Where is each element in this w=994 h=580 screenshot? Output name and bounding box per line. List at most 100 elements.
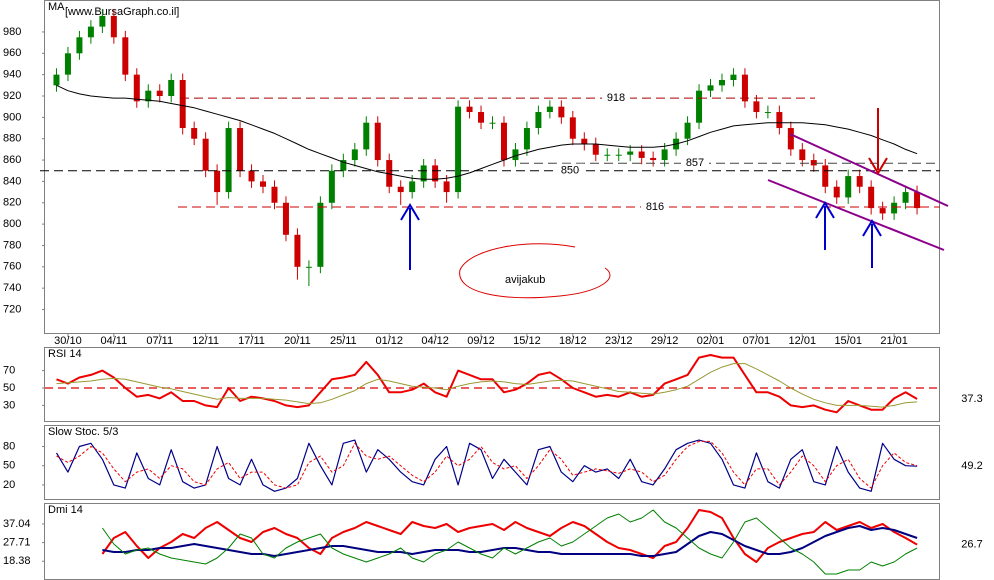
- candle-body: [879, 208, 886, 214]
- candle-body: [374, 122, 381, 161]
- y-tick-label: 70: [3, 365, 15, 377]
- rsi-panel: [44, 347, 940, 422]
- candle-body: [282, 202, 289, 235]
- x-tick-label: 12/01: [789, 335, 817, 347]
- candle-body: [455, 106, 462, 193]
- candle-body: [753, 101, 760, 113]
- candle-body: [202, 138, 209, 171]
- candle-body: [351, 149, 358, 161]
- arrow-head: [868, 157, 888, 175]
- candle-body: [168, 79, 175, 97]
- series-line: [56, 363, 918, 408]
- candle-body: [76, 37, 83, 54]
- candle-body: [856, 176, 863, 187]
- candle-body: [833, 186, 840, 198]
- candle-body: [191, 128, 198, 139]
- dmi-panel: [44, 503, 940, 580]
- candle-body: [420, 165, 427, 182]
- level-label: 918: [607, 92, 625, 104]
- series-line: [56, 440, 918, 489]
- price-panel: [44, 0, 940, 334]
- candle-body: [53, 74, 60, 86]
- candle-body: [558, 106, 565, 118]
- x-tick-label: 01/12: [375, 335, 403, 347]
- arrow-head: [400, 203, 420, 221]
- x-tick-label: 30/10: [54, 335, 82, 347]
- candle-body: [225, 128, 232, 193]
- candle-body: [535, 112, 542, 129]
- candle-body: [512, 149, 519, 161]
- level-label-bg: [602, 91, 630, 106]
- candle-body: [397, 186, 404, 193]
- candle-body: [822, 165, 829, 187]
- x-tick-label: 02/01: [697, 335, 725, 347]
- candle-body: [650, 157, 657, 161]
- x-tick-label: 23/12: [605, 335, 633, 347]
- candle-body: [707, 85, 714, 91]
- candle-body: [214, 170, 221, 193]
- x-tick-label: 29/12: [651, 335, 679, 347]
- level-label-bg: [641, 200, 669, 215]
- candle-body: [305, 266, 312, 268]
- x-tick-label: 04/12: [421, 335, 449, 347]
- y-tick-label: 940: [3, 69, 21, 81]
- panel-title: RSI 14: [48, 348, 82, 360]
- last-value-label: 37.3: [961, 393, 982, 405]
- panel-title: MA: [48, 1, 65, 13]
- candle-body: [133, 74, 140, 102]
- candle-body: [99, 15, 106, 27]
- candle-body: [260, 181, 267, 187]
- candle-body: [569, 117, 576, 139]
- x-tick-label: 09/12: [467, 335, 495, 347]
- candle-body: [179, 79, 186, 129]
- y-tick-label: 820: [3, 197, 21, 209]
- candle-body: [638, 151, 645, 158]
- candle-body: [248, 170, 255, 182]
- level-label: 816: [646, 201, 664, 213]
- x-tick-label: 12/11: [192, 335, 219, 347]
- candle-body: [718, 79, 725, 86]
- candle-body: [684, 122, 691, 139]
- candle-body: [363, 122, 370, 150]
- candle-body: [523, 128, 530, 150]
- y-tick-label: 780: [3, 239, 21, 251]
- candle-body: [615, 154, 622, 156]
- x-tick-label: 20/11: [284, 335, 311, 347]
- candle-body: [799, 149, 806, 161]
- candle-body: [237, 128, 244, 171]
- series-line: [102, 525, 918, 557]
- series-line: [101, 509, 918, 575]
- candle-body: [891, 202, 898, 214]
- candle-body: [489, 122, 496, 124]
- candle-body: [810, 160, 817, 166]
- candle-body: [696, 90, 703, 123]
- x-tick-label: 25/11: [330, 335, 357, 347]
- candle-body: [787, 128, 794, 150]
- y-tick-label: 800: [3, 218, 21, 230]
- candle-body: [478, 112, 485, 123]
- candle-body: [328, 170, 335, 203]
- level-label: 850: [561, 165, 579, 177]
- candle-body: [409, 181, 416, 193]
- arrow-head: [862, 219, 882, 237]
- candle-body: [122, 37, 129, 75]
- y-tick-label: 30: [3, 399, 15, 411]
- candle-body: [271, 186, 278, 203]
- last-value-label: 26.7: [961, 539, 982, 551]
- candle-body: [902, 192, 909, 203]
- candle-body: [581, 138, 588, 145]
- y-tick-label: 880: [3, 133, 21, 145]
- panel-title: Slow Stoc. 5/3: [48, 426, 118, 438]
- trend-line: [789, 133, 949, 207]
- candle-body: [868, 186, 875, 209]
- y-tick-label: 18.38: [3, 555, 31, 567]
- y-tick-label: 50: [3, 382, 15, 394]
- candle-body: [627, 151, 634, 155]
- x-tick-label: 04/11: [100, 335, 127, 347]
- x-tick-label: 17/11: [238, 335, 265, 347]
- x-tick-label: 07/11: [146, 335, 173, 347]
- y-tick-label: 760: [3, 261, 21, 273]
- y-tick-label: 860: [3, 154, 21, 166]
- level-label-bg: [556, 163, 584, 178]
